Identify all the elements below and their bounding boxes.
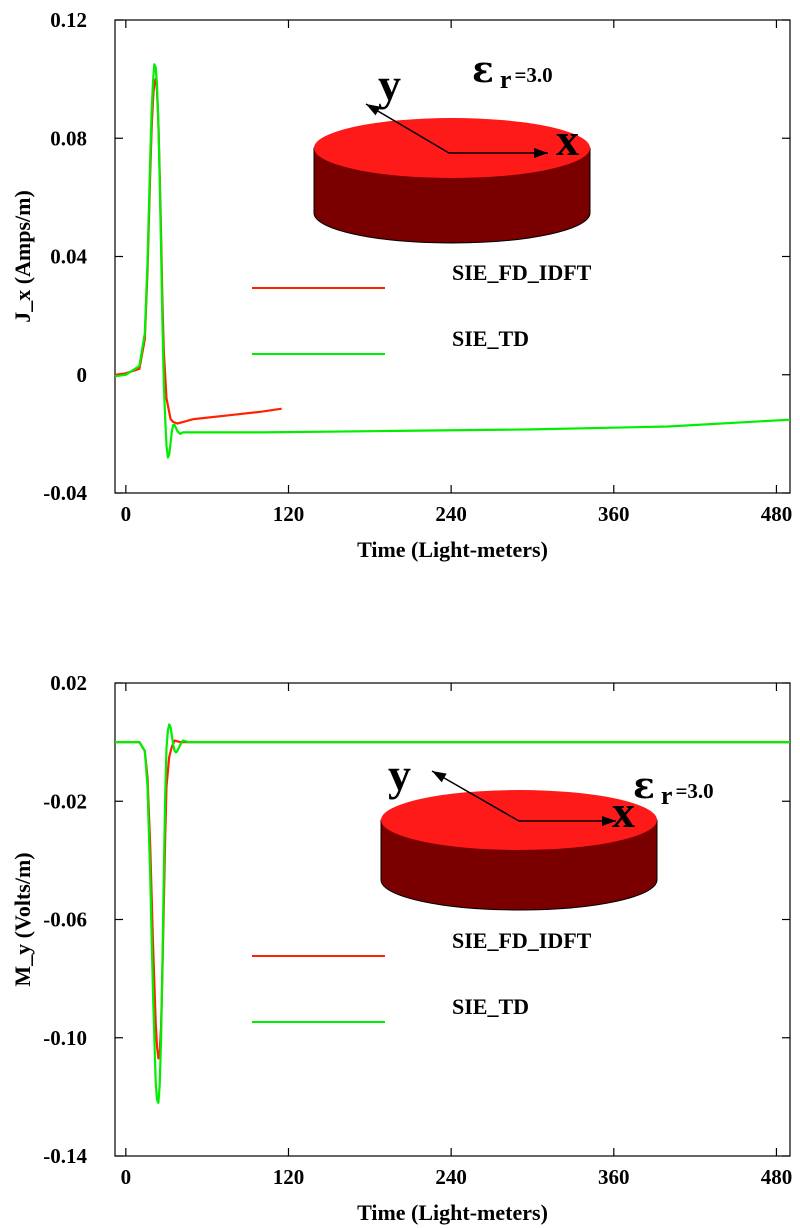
plot-frame [114,682,791,1157]
y-axis-arrow-head [432,771,447,783]
y-tick-label: 0.12 [50,8,87,32]
x-tick-label: 480 [761,1165,793,1189]
y-axis-arrow [365,103,450,154]
x-tick-label: 120 [273,1165,305,1189]
x-tick-label: 360 [598,1165,630,1189]
y-tick-label: 0.08 [50,126,87,150]
permittivity-label: ε r =3.0 [472,49,553,94]
x-tick-label: 0 [121,1165,132,1189]
x-tick-label: 360 [598,502,630,526]
y-axis-title: J_x (Amps/m) [10,190,35,323]
series-line-sie-td [115,63,790,459]
legend-label: SIE_TD [452,994,529,1019]
x-tick-label: 120 [273,502,305,526]
legend-label: SIE_FD_IDFT [452,928,592,953]
inset-x-label: x [556,114,579,165]
y-axis-arrow-head [366,104,381,116]
x-axis-title: Time (Light-meters) [357,1200,548,1225]
y-axis-arrow [431,770,520,822]
dielectric-disc-illustration: x y ε r =3.0 [313,49,591,244]
series-line-sie-td [115,723,790,1104]
y-tick-label: 0 [77,363,88,387]
x-axis-arrow-head [534,148,548,158]
y-tick-label: 0.04 [50,245,87,269]
legend-label: SIE_TD [452,326,529,351]
y-tick-label: -0.02 [43,789,87,813]
x-tick-label: 240 [435,502,467,526]
disc-top [381,790,657,850]
y-tick-label: -0.04 [43,481,87,505]
inset-y-label: y [388,749,411,800]
y-tick-label: -0.06 [43,908,87,932]
plot-frame [114,19,791,494]
x-tick-label: 0 [121,502,132,526]
y-tick-label: 0.02 [50,671,87,695]
inset-x-label: x [612,786,635,837]
x-axis-title: Time (Light-meters) [357,537,548,562]
y-tick-label: -0.10 [43,1026,87,1050]
series-line-sie-fd-idft [115,77,282,425]
disc-top [314,118,590,178]
y-tick-label: -0.14 [43,1144,87,1168]
bottom-panel-my: 0 120 240 360 480 0.02 -0.02 -0.06 -0.10 -0.14 Tim… [10,671,792,1225]
x-axis-arrow-head [602,816,616,826]
x-tick-label: 480 [761,502,793,526]
inset-y-label: y [378,59,401,110]
top-panel-jx: 0 120 240 360 480 0.12 0.08 0.04 0 -0.04 Time (Lig… [10,8,792,562]
dielectric-disc-illustration: x y ε r =3.0 [380,749,714,911]
permittivity-label: ε r =3.0 [633,765,714,810]
y-axis-title: M_y (Volts/m) [10,852,35,986]
legend-label: SIE_FD_IDFT [452,260,592,285]
x-tick-label: 240 [435,1165,467,1189]
